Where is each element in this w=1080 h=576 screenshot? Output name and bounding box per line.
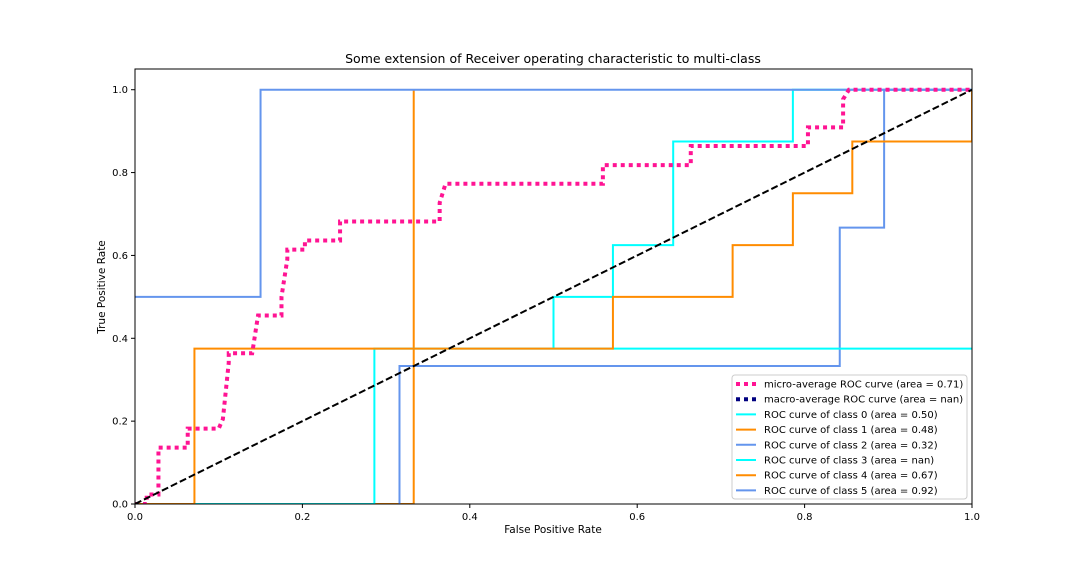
- series-line-2: [552, 88, 972, 349]
- legend-label-5: ROC curve of class 3 (area = nan): [764, 456, 934, 467]
- series-line-7: [135, 88, 972, 298]
- x-tick-label: 0.0: [127, 512, 143, 523]
- plot-frame: [134, 68, 973, 505]
- x-tick-label: 0.6: [629, 512, 645, 523]
- y-tick-label: 0.8: [112, 168, 128, 179]
- y-tick-label: 0.6: [112, 251, 128, 262]
- curves-layer: [135, 87, 972, 504]
- legend-label-7: ROC curve of class 5 (area = 0.92): [764, 486, 938, 497]
- y-tick-label: 0.0: [112, 500, 128, 511]
- y-tick-label: 1.0: [112, 85, 128, 96]
- legend-label-0: micro-average ROC curve (area = 0.71): [764, 380, 963, 391]
- y-axis: 0.0 0.2 0.4 0.6 0.8 1.0: [112, 85, 135, 511]
- x-tick-label: 0.4: [462, 512, 478, 523]
- series-line-6: [135, 89, 972, 504]
- y-tick-label: 0.2: [112, 417, 128, 428]
- series-line-3: [135, 89, 415, 504]
- legend-label-1: macro-average ROC curve (area = nan): [764, 395, 963, 406]
- chance-diagonal-line: [135, 88, 972, 504]
- y-tick-label: 0.4: [112, 334, 128, 345]
- legend-box: [731, 374, 968, 500]
- chart-title: Some extension of Receiver operating cha…: [345, 51, 761, 66]
- legend-label-3: ROC curve of class 1 (area = 0.48): [764, 425, 938, 436]
- x-tick-label: 1.0: [964, 512, 980, 523]
- x-tick-label: 0.8: [797, 512, 813, 523]
- x-axis: 0.0 0.2 0.4 0.6 0.8 1.0: [127, 504, 980, 523]
- series-line-0: [135, 87, 972, 504]
- legend: micro-average ROC curve (area = 0.71) mac…: [731, 374, 968, 500]
- legend-label-2: ROC curve of class 0 (area = 0.50): [764, 410, 938, 421]
- y-axis-label: True Positive Rate: [96, 240, 108, 335]
- x-axis-label: False Positive Rate: [504, 524, 602, 536]
- legend-label-4: ROC curve of class 2 (area = 0.32): [764, 440, 938, 451]
- legend-label-6: ROC curve of class 4 (area = 0.67): [764, 471, 938, 482]
- x-tick-label: 0.2: [294, 512, 310, 523]
- curves-clip-group: [135, 87, 972, 504]
